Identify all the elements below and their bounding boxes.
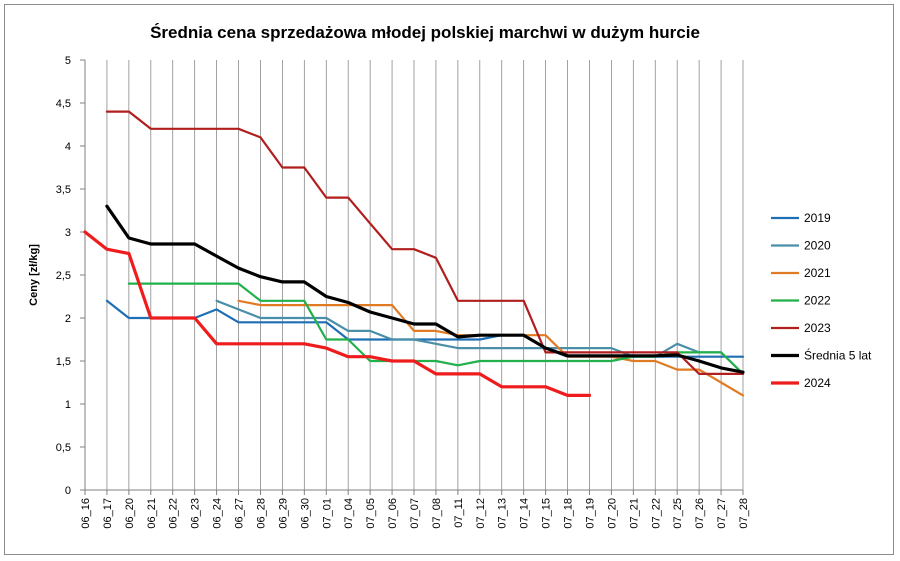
x-tick-label: 06_16	[80, 498, 92, 529]
x-tick-label: 07_15	[541, 498, 553, 529]
y-tick-label: 1,5	[56, 356, 71, 368]
legend-label-2024: 2024	[804, 376, 831, 390]
x-tick-label: 06_29	[277, 498, 289, 529]
y-tick-label: 2	[65, 313, 71, 325]
x-tick-label: 06_23	[190, 498, 202, 529]
legend-label-2022: 2022	[804, 294, 831, 308]
series-line-2024	[83, 230, 592, 397]
x-tick-label: 07_12	[475, 498, 487, 529]
y-axis-label: Ceny [zł/kg]	[28, 244, 40, 306]
x-tick-label: 07_11	[453, 498, 465, 528]
x-tick-label: 06_24	[212, 498, 224, 529]
x-tick-label: 07_28	[738, 498, 750, 529]
series-group	[83, 110, 745, 397]
legend-label--rednia-5-lat: Średnia 5 lat	[804, 348, 872, 363]
series-line-2023	[105, 110, 745, 375]
y-tick-label: 4,5	[56, 98, 71, 110]
x-tick-label: 06_20	[124, 498, 136, 529]
x-tick-label: 06_30	[299, 498, 311, 529]
x-tick-label: 07_27	[716, 498, 728, 529]
x-tick-label: 06_21	[146, 498, 158, 529]
x-tick-label: 07_20	[606, 498, 618, 529]
legend-label-2019: 2019	[804, 211, 831, 225]
x-tick-label: 07_01	[321, 498, 333, 529]
y-tick-label: 2,5	[56, 270, 71, 282]
x-tick-label: 07_05	[365, 498, 377, 529]
x-tick-label: 06_22	[168, 498, 180, 529]
chart-frame	[4, 4, 894, 555]
y-tick-label: 0,5	[56, 442, 71, 454]
x-tick-label: 07_18	[563, 498, 575, 529]
x-tick-label: 06_27	[234, 498, 246, 529]
x-tick-label: 06_28	[255, 498, 267, 529]
chart-title: Średnia cena sprzedażowa młodej polskiej…	[150, 23, 700, 42]
x-ticks: 06_16 06_17 06_20 06_21 06_22 06_23 06_24 06_27…	[80, 490, 750, 529]
x-tick-label: 07_08	[431, 498, 443, 529]
legend-label-2020: 2020	[804, 239, 831, 253]
y-ticks: 0 0,5 1 1,5 2 2,5 3 3,5 4 4,5 5	[56, 55, 85, 497]
y-tick-label: 3	[65, 227, 71, 239]
grid	[84, 60, 744, 490]
legend: 2019 2020 2021 2022 2023 Średnia 5 lat 2024	[771, 211, 872, 390]
x-tick-label: 07_19	[584, 498, 596, 529]
y-tick-label: 4	[65, 141, 71, 153]
x-tick-label: 07_25	[672, 498, 684, 529]
x-tick-label: 07_13	[497, 498, 509, 529]
x-tick-label: 06_17	[102, 498, 114, 529]
x-tick-label: 07_07	[409, 498, 421, 529]
series-line--rednia-5-lat	[105, 204, 745, 374]
x-tick-label: 07_04	[343, 498, 355, 529]
x-tick-label: 07_06	[387, 498, 399, 529]
y-tick-label: 5	[65, 55, 71, 67]
y-tick-label: 3,5	[56, 184, 71, 196]
legend-label-2023: 2023	[804, 321, 831, 335]
x-tick-label: 07_14	[519, 498, 531, 529]
x-tick-label: 07_21	[628, 498, 640, 529]
y-tick-label: 0	[65, 485, 71, 497]
legend-label-2021: 2021	[804, 266, 831, 280]
y-tick-label: 1	[65, 399, 71, 411]
x-tick-label: 07_26	[694, 498, 706, 529]
x-tick-label: 07_22	[650, 498, 662, 529]
